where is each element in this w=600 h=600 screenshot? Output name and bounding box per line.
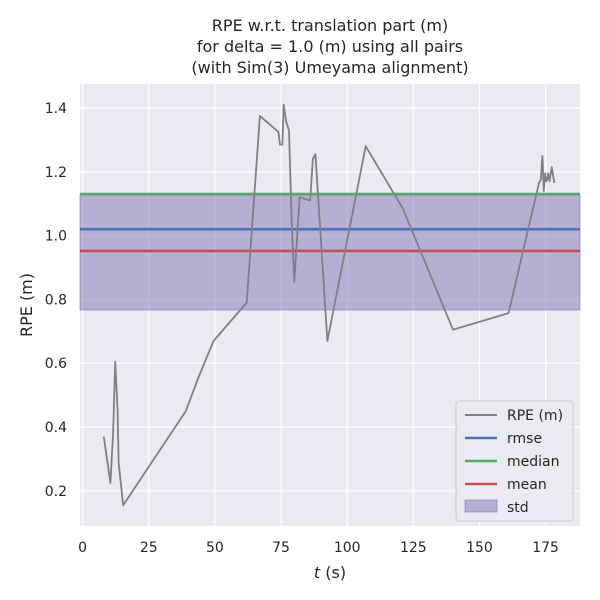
y-tick-label: 0.6 bbox=[45, 356, 67, 372]
x-tick-label: 0 bbox=[78, 540, 87, 556]
rpe-series-layer bbox=[102, 103, 556, 507]
y-tick-label: 1.0 bbox=[45, 229, 67, 245]
x-tick-label: 100 bbox=[334, 540, 361, 556]
std-band-layer bbox=[79, 194, 581, 311]
legend-label-rpe: RPE (m) bbox=[507, 408, 563, 424]
legend-patch-std bbox=[464, 499, 498, 513]
std-band bbox=[79, 194, 581, 311]
legend-label-median: median bbox=[507, 454, 559, 470]
legend-label-mean: mean bbox=[507, 477, 547, 493]
y-tick-label: 0.4 bbox=[45, 420, 67, 436]
y-tick-label: 1.4 bbox=[45, 101, 67, 117]
x-tick-label: 25 bbox=[140, 540, 158, 556]
legend-frame bbox=[455, 400, 574, 522]
y-tick-label: 0.8 bbox=[45, 292, 67, 308]
rpe-series-line bbox=[102, 103, 556, 507]
legend: RPE (m) rmse median mean std bbox=[455, 400, 574, 522]
x-tick-label: 175 bbox=[532, 540, 559, 556]
x-tick-label: 125 bbox=[400, 540, 427, 556]
x-tick-label: 75 bbox=[272, 540, 290, 556]
x-tick-label: 150 bbox=[466, 540, 493, 556]
chart-title-line-1: RPE w.r.t. translation part (m) bbox=[212, 16, 448, 35]
legend-label-std: std bbox=[507, 500, 529, 516]
y-tick-label: 1.2 bbox=[45, 165, 67, 181]
y-tick-label: 0.2 bbox=[45, 484, 67, 500]
x-tick-label: 50 bbox=[206, 540, 224, 556]
x-tick-labels: 0 25 50 75 100 125 150 175 bbox=[78, 540, 559, 556]
chart-title-line-3: (with Sim(3) Umeyama alignment) bbox=[191, 58, 468, 77]
x-axis-label: t (s) bbox=[314, 563, 346, 582]
y-axis-label: RPE (m) bbox=[17, 273, 36, 337]
legend-label-rmse: rmse bbox=[507, 431, 542, 447]
chart-title-line-2: for delta = 1.0 (m) using all pairs bbox=[197, 37, 463, 56]
statistic-lines bbox=[80, 192, 580, 253]
y-tick-labels: 0.2 0.4 0.6 0.8 1.0 1.2 1.4 bbox=[45, 101, 67, 500]
